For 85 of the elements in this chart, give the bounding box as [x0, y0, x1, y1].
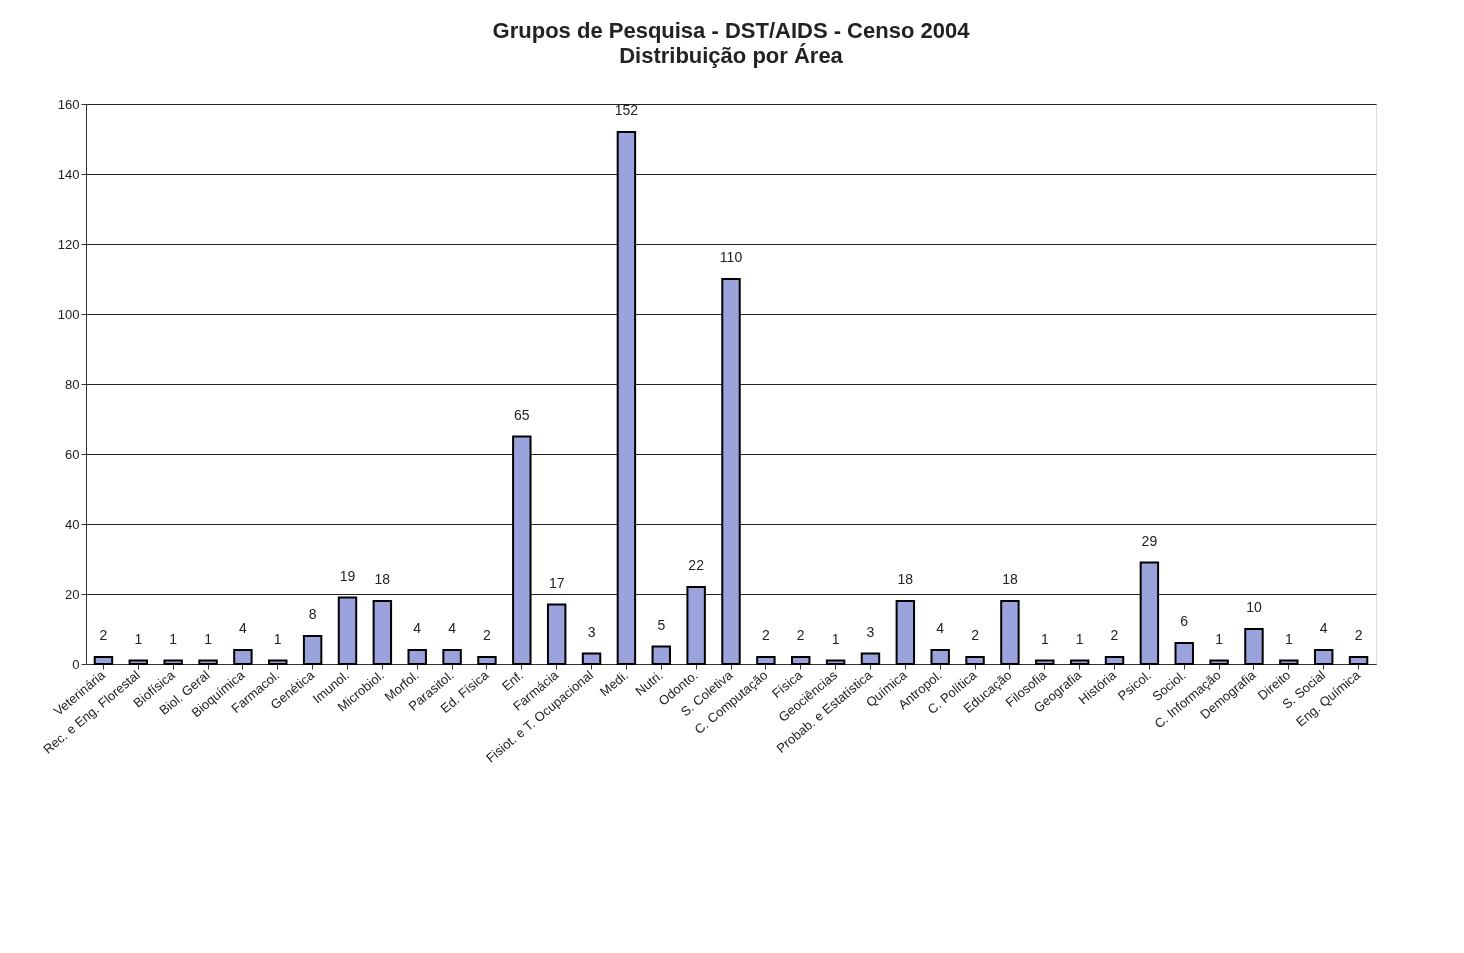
bar	[651, 645, 671, 665]
bar	[1104, 656, 1125, 665]
data-label: 4	[1319, 620, 1328, 636]
data-label: 17	[548, 574, 565, 591]
data-label: 1	[831, 630, 840, 647]
bar	[616, 131, 637, 665]
bar	[268, 659, 288, 665]
data-label: 10	[1246, 599, 1262, 615]
bar	[302, 635, 323, 665]
bar	[686, 586, 706, 665]
chart-title: Grupos de Pesquisa - DST/AIDS - Censo 2004	[492, 18, 971, 43]
y-tick-label: 140	[57, 166, 80, 182]
data-label: 2	[1110, 627, 1119, 643]
data-label: 8	[308, 606, 317, 622]
bar	[372, 600, 393, 665]
y-tick-label: 40	[65, 516, 80, 532]
bar	[233, 649, 253, 665]
data-label: 3	[587, 623, 596, 640]
data-label: 1	[1075, 630, 1084, 647]
data-label: 22	[688, 557, 705, 573]
data-label: 2	[483, 627, 492, 643]
bar	[93, 656, 114, 665]
bar	[791, 656, 811, 665]
bar	[1069, 659, 1090, 665]
data-label: 4	[238, 620, 247, 636]
data-label: 2	[761, 627, 770, 643]
bar	[407, 649, 427, 665]
bar	[198, 659, 218, 665]
bar	[1000, 600, 1020, 665]
bar	[825, 659, 846, 665]
data-label: 4	[413, 620, 422, 636]
data-label: 65	[514, 406, 530, 423]
y-tick-label: 80	[65, 376, 80, 392]
bar	[477, 656, 497, 665]
bar	[721, 278, 741, 665]
bar	[1035, 659, 1055, 665]
bar	[756, 656, 776, 665]
y-tick-label: 100	[57, 306, 80, 322]
data-label: 5	[657, 616, 666, 633]
data-label: 1	[1040, 630, 1049, 647]
bar	[1348, 656, 1369, 665]
data-label: 29	[1141, 532, 1158, 549]
data-label: 4	[448, 620, 457, 636]
data-label: 18	[1002, 571, 1018, 587]
chart-subtitle: Distribuição por Área	[619, 43, 844, 68]
data-label: 1	[204, 630, 213, 647]
bar	[1139, 561, 1160, 665]
data-label: 2	[1354, 627, 1363, 643]
bar	[546, 603, 567, 665]
y-tick-label: 0	[72, 656, 80, 672]
bar	[512, 435, 532, 665]
bar	[128, 659, 149, 665]
bar	[895, 600, 916, 665]
data-label: 3	[866, 623, 875, 640]
bar	[442, 649, 462, 665]
bar	[1174, 642, 1194, 665]
data-label: 1	[1284, 630, 1293, 647]
y-tick-label: 120	[57, 236, 80, 252]
data-label: 18	[374, 571, 391, 587]
data-label: 110	[719, 249, 743, 265]
data-label: 152	[614, 102, 639, 118]
data-label: 2	[971, 627, 980, 643]
data-label: 18	[897, 571, 914, 587]
data-label: 2	[796, 627, 805, 643]
bar	[337, 596, 358, 665]
data-label: 1	[273, 630, 282, 647]
data-label: 1	[169, 630, 178, 647]
bar	[965, 656, 985, 665]
y-tick-label: 160	[57, 96, 80, 112]
bar	[1244, 628, 1264, 665]
y-tick-label: 60	[65, 446, 80, 462]
data-label: 6	[1180, 613, 1189, 629]
bar	[1209, 659, 1229, 665]
bar	[860, 652, 881, 665]
data-label: 19	[339, 567, 356, 584]
data-label: 1	[1215, 630, 1224, 647]
bar	[930, 649, 950, 665]
y-tick-label: 20	[65, 586, 80, 602]
data-label: 4	[936, 620, 945, 636]
data-label: 2	[99, 627, 108, 643]
bar	[1313, 649, 1334, 665]
bar	[1279, 659, 1299, 665]
bar	[163, 659, 183, 665]
bar	[581, 652, 602, 665]
data-label: 1	[134, 630, 143, 647]
